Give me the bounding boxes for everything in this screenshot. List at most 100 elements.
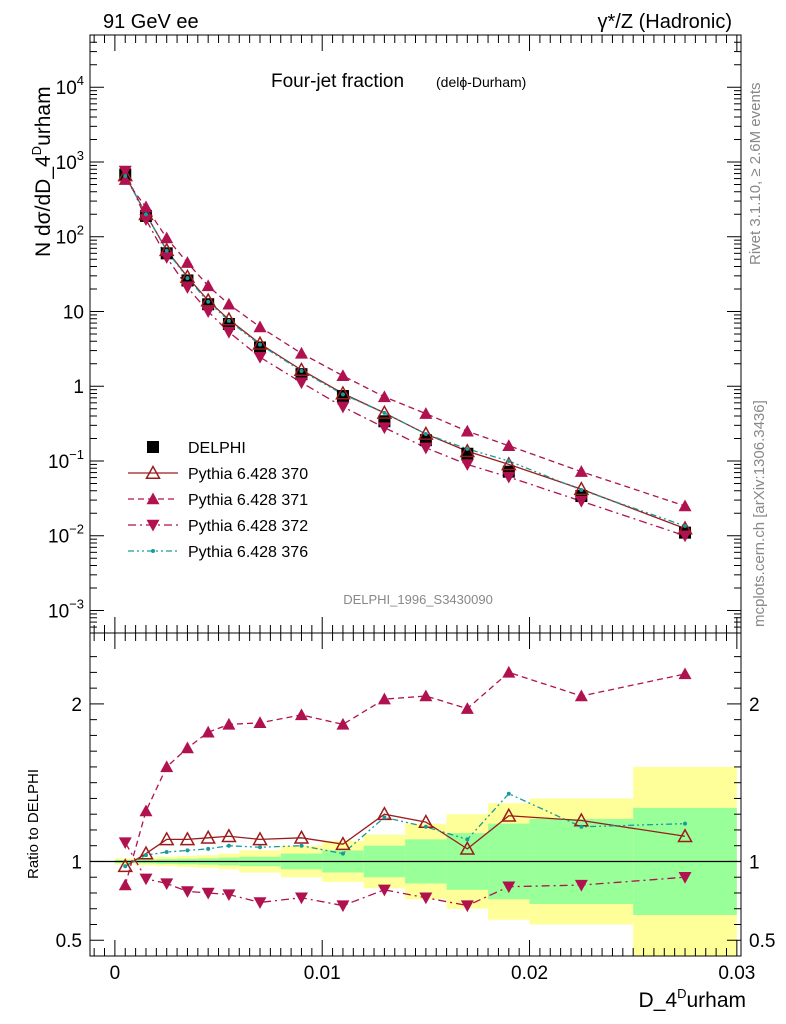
ratio-point: [419, 892, 433, 905]
main-point: [200, 292, 216, 307]
ratio-point: [200, 829, 216, 844]
legend-marker: [146, 519, 160, 532]
main-point: [294, 377, 308, 390]
ratio-point: [579, 824, 584, 829]
main-point: [502, 465, 515, 478]
x-tick-label: 0.01: [304, 963, 341, 984]
main-point: [253, 351, 267, 364]
main-point: [579, 487, 584, 492]
ratio-point: [506, 791, 511, 796]
y-tick-label-main: 104: [56, 73, 84, 99]
main-point: [164, 248, 169, 253]
main-point: [295, 368, 308, 381]
main-point: [294, 346, 308, 359]
y-tick-label-main: 1: [73, 377, 84, 398]
ratio-point: [118, 837, 132, 850]
ratio-point: [253, 897, 267, 909]
ratio-point: [201, 725, 215, 738]
ratio-point: [222, 717, 236, 730]
ratio-point: [158, 831, 175, 846]
ratio-point: [253, 716, 267, 729]
y-tick-label-main: 102: [56, 223, 84, 249]
ratio-point: [376, 806, 393, 821]
main-point: [258, 342, 263, 347]
main-point: [502, 471, 516, 484]
y-tick-label-main: 10−3: [48, 596, 84, 622]
ratio-point: [143, 853, 148, 858]
ratio-point: [502, 881, 516, 894]
legend-label: Pythia 6.428 371: [188, 492, 308, 509]
x-tick-label: 0: [110, 963, 121, 984]
ratio-point: [258, 845, 263, 850]
main-point: [160, 231, 174, 244]
ratio-point: [340, 851, 345, 856]
mcplots-label: mcplots.cern.ch [arXiv:1306.3436]: [751, 400, 768, 627]
chart-subtitle: (delϕ-Durham): [436, 74, 526, 90]
ratio-point: [574, 689, 588, 702]
main-point: [221, 311, 237, 326]
header-right: γ*/Z (Hadronic): [598, 11, 732, 33]
main-point: [460, 424, 474, 437]
main-point: [340, 392, 345, 397]
ratio-point: [377, 692, 391, 705]
main-point: [501, 456, 517, 471]
main-point: [460, 459, 474, 471]
chart-title: Four-jet fraction: [271, 71, 404, 92]
y-axis-title-main: N dσ/dD_4Durham: [29, 86, 55, 257]
watermark: DELPHI_1996_S3430090: [343, 592, 493, 607]
main-point: [160, 252, 174, 264]
ratio-point: [502, 665, 516, 678]
main-point: [253, 320, 267, 333]
ratio-point: [678, 667, 692, 680]
ratio-point: [221, 828, 237, 843]
y-tick-label-ratio-right: 1: [749, 852, 760, 873]
main-point: [206, 299, 211, 304]
main-point: [299, 368, 304, 373]
ratio-point: [139, 873, 153, 886]
ratio-point: [180, 741, 194, 754]
legend-label: DELPHI: [188, 440, 246, 457]
ratio-point: [293, 829, 310, 844]
ratio-point: [206, 846, 211, 851]
y-tick-label-main: 10: [63, 302, 84, 323]
main-point: [335, 385, 351, 400]
ratio-point: [226, 843, 231, 848]
y-tick-label-ratio-right: 2: [749, 695, 760, 716]
main-point: [418, 425, 434, 440]
main-point: [419, 442, 433, 455]
main-point: [502, 439, 516, 451]
main-point: [377, 422, 391, 435]
ratio-point: [335, 836, 351, 851]
ratio-point: [419, 689, 433, 702]
ratio-point: [160, 760, 174, 773]
main-point: [419, 407, 433, 419]
y-tick-label-ratio: 0.5: [56, 931, 82, 952]
ratio-point: [294, 892, 308, 905]
main-point: [678, 499, 692, 512]
main-point: [293, 361, 310, 376]
axes: 10−3 10−2 10−1 1 10 102 103 104 0.5 0.5 1 1 2 2 0 0.01 0…: [48, 34, 775, 984]
legend-marker: [145, 464, 161, 479]
uncertainty-bands: [90, 766, 741, 956]
y-tick-label-ratio: 2: [71, 695, 82, 716]
main-point: [336, 401, 350, 414]
ratio-point: [123, 864, 128, 869]
main-point: [382, 410, 387, 415]
ratio-point: [179, 831, 196, 846]
x-tick-label: 0.02: [511, 963, 548, 984]
main-point: [226, 318, 231, 323]
main-point: [222, 326, 236, 339]
main-point: [180, 256, 194, 268]
ratio-point: [459, 840, 476, 855]
main-point: [574, 495, 588, 508]
legend-marker: [147, 441, 159, 453]
ratio-point: [465, 837, 470, 842]
ratio-point: [336, 717, 350, 730]
main-point: [118, 173, 132, 185]
legend-label: Pythia 6.428 372: [188, 518, 308, 535]
main-point: [222, 297, 236, 310]
main-point: [123, 173, 128, 178]
ratio-series-line: [124, 813, 686, 867]
main-point: [459, 443, 476, 458]
